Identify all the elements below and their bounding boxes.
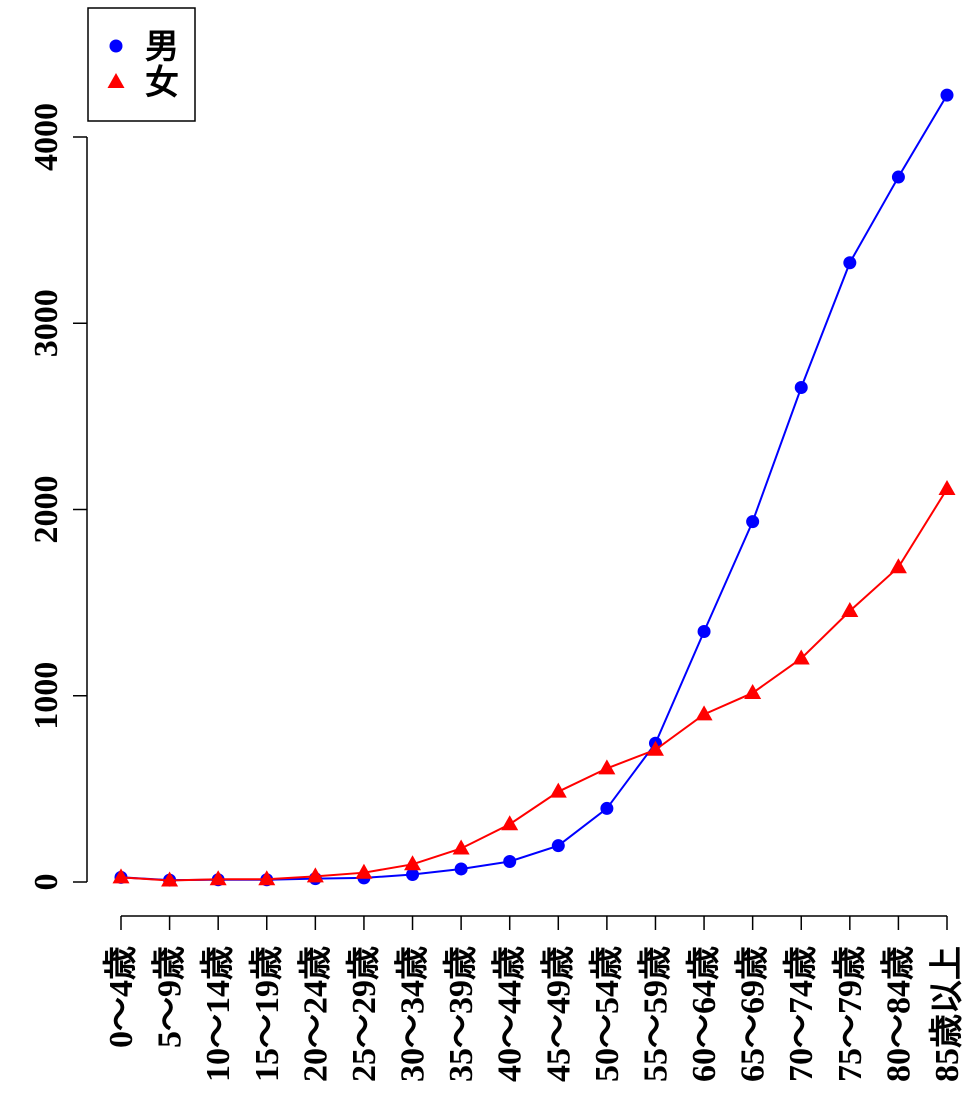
y-tick-label: 0	[28, 874, 65, 891]
x-tick-label: 40〜44歳	[491, 946, 529, 1082]
data-point-male	[891, 170, 905, 184]
data-point-male	[454, 862, 468, 876]
data-point-female	[938, 480, 956, 496]
legend-marker-female	[107, 73, 125, 88]
y-tick-label: 4000	[28, 103, 65, 171]
x-tick-label: 35〜39歳	[442, 946, 480, 1082]
data-point-male	[697, 624, 711, 638]
data-point-male	[843, 256, 857, 270]
data-point-female	[209, 870, 227, 886]
x-tick-label: 80〜84歳	[879, 946, 917, 1082]
data-point-male	[794, 381, 808, 395]
x-tick-label: 85歳以上	[928, 946, 966, 1082]
x-tick-label: 70〜74歳	[782, 946, 820, 1082]
x-tick-label: 0〜4歳	[102, 946, 140, 1048]
legend-box	[87, 7, 196, 122]
x-tick-label: 60〜64歳	[685, 946, 723, 1082]
y-tick-label: 2000	[28, 476, 65, 544]
data-point-female	[889, 558, 907, 574]
data-point-male	[600, 801, 614, 815]
series-male	[114, 88, 954, 887]
x-tick-label: 65〜69歳	[734, 946, 772, 1082]
legend-marker-male	[109, 39, 123, 53]
data-point-female	[452, 839, 470, 855]
data-point-male	[746, 515, 760, 529]
legend-label-female: 女	[145, 63, 179, 103]
data-point-female	[161, 871, 179, 887]
x-tick-label: 20〜24歳	[296, 946, 334, 1082]
x-tick-label: 10〜14歳	[199, 946, 237, 1082]
data-point-female	[744, 683, 762, 699]
y-tick-label: 3000	[28, 289, 65, 357]
data-point-male	[940, 88, 954, 102]
x-tick-label: 50〜54歳	[588, 946, 626, 1082]
x-tick-label: 75〜79歳	[831, 946, 869, 1082]
x-tick-label: 55〜59歳	[636, 946, 674, 1082]
data-point-male	[551, 839, 565, 853]
data-point-female	[598, 759, 616, 775]
y-axis: 0 1000 2000 3000 4000	[28, 103, 88, 891]
legend-label-male: 男	[145, 27, 179, 67]
legend: 男女	[87, 7, 196, 122]
data-point-female	[501, 815, 519, 831]
x-tick-label: 30〜34歳	[394, 946, 432, 1082]
data-point-female	[695, 705, 713, 721]
data-point-female	[841, 602, 859, 618]
data-point-female	[112, 868, 130, 884]
series-layer	[112, 88, 956, 887]
x-tick-label: 25〜29歳	[345, 946, 383, 1082]
x-tick-label: 15〜19歳	[248, 946, 286, 1082]
data-point-female	[646, 740, 664, 756]
series-female	[112, 480, 956, 887]
data-point-female	[306, 867, 324, 883]
x-tick-label: 45〜49歳	[539, 946, 577, 1082]
data-point-female	[792, 649, 810, 665]
data-point-male	[406, 868, 420, 882]
data-point-male	[503, 855, 517, 869]
data-point-female	[355, 863, 373, 879]
y-tick-label: 1000	[28, 662, 65, 730]
series-line-female	[120, 488, 948, 882]
data-point-female	[549, 782, 567, 798]
series-line-male	[120, 94, 948, 882]
data-point-female	[404, 855, 422, 871]
x-tick-label: 5〜9歳	[151, 946, 189, 1048]
x-axis: 0〜4歳 5〜9歳 10〜14歳 15〜19歳 20〜24歳 25〜29歳 30〜34歳 35…	[102, 915, 966, 1082]
data-point-female	[258, 870, 276, 886]
